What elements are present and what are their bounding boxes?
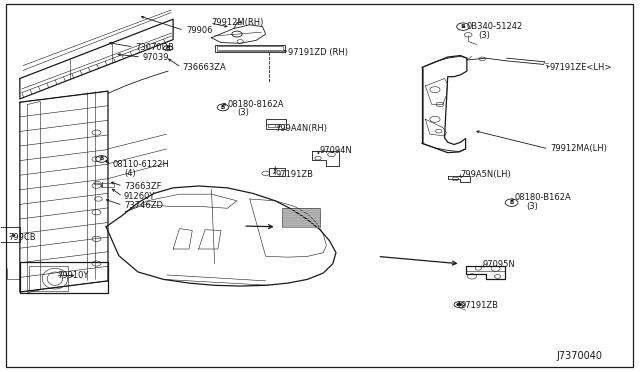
Text: 73746ZD: 73746ZD xyxy=(124,201,163,210)
Text: (3): (3) xyxy=(478,31,490,40)
Text: 97039: 97039 xyxy=(143,52,169,61)
Text: 79910Y: 79910Y xyxy=(57,271,88,280)
Text: 73070DB: 73070DB xyxy=(135,42,174,51)
Text: 79912M(RH): 79912M(RH) xyxy=(211,19,264,28)
Text: (4): (4) xyxy=(124,169,136,177)
Text: 73663ZF: 73663ZF xyxy=(124,182,161,190)
Bar xyxy=(29,266,68,291)
Text: 97095N: 97095N xyxy=(483,260,516,269)
Text: 79906: 79906 xyxy=(186,26,212,35)
Text: 799CB: 799CB xyxy=(8,232,36,242)
Text: 97094N: 97094N xyxy=(320,146,353,155)
Text: 799A4N(RH): 799A4N(RH) xyxy=(275,124,327,133)
Text: 799A5N(LH): 799A5N(LH) xyxy=(461,170,511,179)
Text: 08110-6122H: 08110-6122H xyxy=(113,160,170,169)
Text: 79912MA(LH): 79912MA(LH) xyxy=(550,144,607,153)
Text: B: B xyxy=(221,105,225,110)
Bar xyxy=(266,119,286,129)
Bar xyxy=(269,168,285,176)
Text: 08180-8162A: 08180-8162A xyxy=(227,100,284,109)
Text: 08180-B162A: 08180-B162A xyxy=(515,193,572,202)
Text: J7370040: J7370040 xyxy=(556,351,602,361)
Circle shape xyxy=(457,303,462,306)
Bar xyxy=(0,227,20,241)
Text: 0B340-51242: 0B340-51242 xyxy=(467,22,523,31)
Text: (3): (3) xyxy=(526,202,538,211)
Text: B: B xyxy=(509,200,514,205)
Text: 97191ZB: 97191ZB xyxy=(461,301,499,310)
Bar xyxy=(268,124,275,128)
Bar xyxy=(101,183,114,187)
Bar xyxy=(20,262,108,294)
Bar xyxy=(214,45,285,52)
Text: (3): (3) xyxy=(237,109,249,118)
Text: B: B xyxy=(99,157,104,161)
Text: 736663ZA: 736663ZA xyxy=(182,63,227,72)
Text: 97191ZE<LH>: 97191ZE<LH> xyxy=(550,63,612,72)
Text: B: B xyxy=(166,46,170,51)
Text: 97191ZB: 97191ZB xyxy=(275,170,314,179)
Text: 91260Y: 91260Y xyxy=(124,192,156,201)
Text: S: S xyxy=(461,24,465,29)
Polygon shape xyxy=(282,208,320,227)
Text: 97191ZD (RH): 97191ZD (RH) xyxy=(288,48,348,57)
Bar xyxy=(216,46,283,51)
